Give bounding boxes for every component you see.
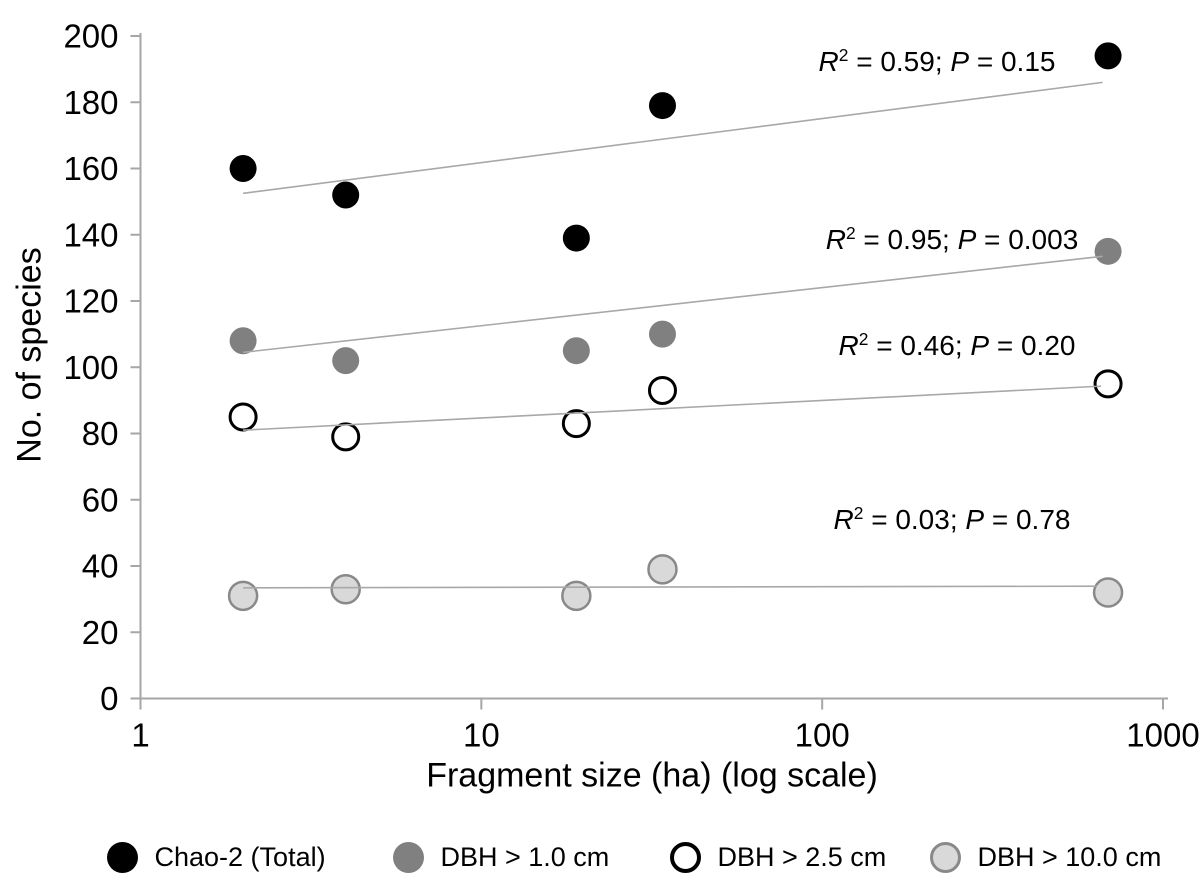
data-point (227, 580, 259, 612)
legend-label: DBH > 1.0 cm (440, 841, 610, 872)
data-point (1094, 42, 1122, 70)
r2-p-annotation: R2 = 0.46; P = 0.20 (838, 329, 1076, 361)
data-point (330, 573, 361, 605)
x-tick-label: 100 (795, 717, 850, 754)
y-tick-label: 140 (63, 216, 118, 253)
legend-marker-icon (669, 841, 701, 873)
data-point (229, 155, 257, 182)
trend-line (243, 585, 1097, 589)
y-tick-label: 60 (82, 481, 119, 518)
x-tick-label: 1 (131, 717, 149, 754)
y-tick-label: 80 (82, 415, 119, 452)
trend-lines (242, 81, 1103, 589)
x-tick-label: 1000 (1126, 717, 1199, 754)
r2-p-annotation: R2 = 0.95; P = 0.003 (825, 223, 1079, 255)
data-point (332, 347, 360, 375)
legend-label: Chao-2 (Total) (154, 841, 326, 872)
r2-p-annotation: R2 = 0.03; P = 0.78 (833, 503, 1071, 535)
legend-marker-icon (392, 841, 424, 873)
data-points (227, 42, 1124, 612)
x-tick-label: 10 (463, 717, 500, 754)
legend-label: DBH > 2.5 cm (717, 841, 887, 872)
trend-line (243, 385, 1102, 431)
legend-item: DBH > 10.0 cm (929, 841, 1162, 873)
y-tick-label: 40 (82, 548, 119, 585)
y-tick-label: 200 (63, 18, 118, 55)
data-point (1092, 577, 1124, 608)
trend-line (242, 81, 1103, 195)
legend-item: DBH > 2.5 cm (669, 841, 887, 873)
data-point (561, 409, 591, 439)
data-point (1094, 237, 1122, 265)
data-point (332, 181, 360, 209)
legend-item: Chao-2 (Total) (106, 841, 326, 873)
legend-marker-icon (929, 841, 961, 873)
y-tick-label: 20 (82, 614, 119, 651)
legend-label: DBH > 10.0 cm (977, 841, 1162, 872)
y-tick-label: 120 (63, 283, 118, 320)
legend-item: DBH > 1.0 cm (392, 841, 610, 873)
axes: 0 20 40 60 80 100 120 140 160 180 200 1 10 100 1000 (63, 18, 1199, 754)
y-tick-label: 100 (63, 349, 118, 386)
trend-line (243, 255, 1103, 354)
data-point (647, 554, 678, 585)
data-point (648, 92, 676, 120)
y-axis-title: No. of species (10, 247, 49, 463)
data-point (562, 224, 590, 252)
y-tick-label: 0 (100, 680, 118, 717)
y-tick-label: 180 (63, 84, 118, 121)
data-point (1093, 369, 1123, 399)
data-point (229, 327, 257, 355)
legend-marker-icon (106, 841, 138, 873)
x-axis-title: Fragment size (ha) (log scale) (426, 756, 878, 795)
data-point (331, 422, 361, 452)
data-point (561, 580, 592, 612)
data-point (562, 337, 590, 365)
data-point (647, 375, 677, 405)
data-point (228, 402, 258, 432)
y-tick-label: 160 (63, 150, 118, 187)
r2-p-annotation: R2 = 0.59; P = 0.15 (818, 45, 1056, 77)
data-point (648, 320, 676, 348)
